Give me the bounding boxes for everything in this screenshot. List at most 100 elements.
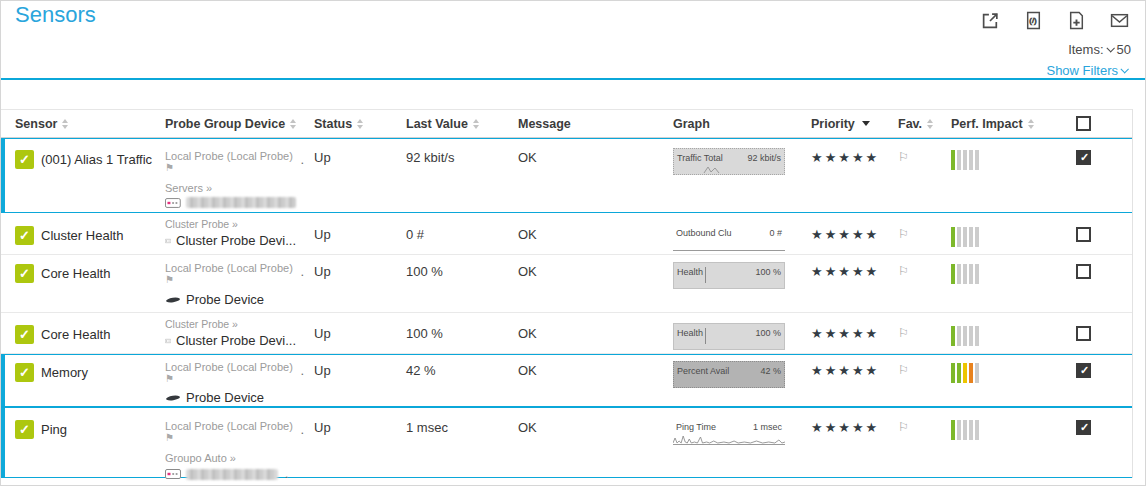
table-row[interactable]: ✓ (001) Alias 1 Traffic Local Probe (Loc… [1,138,1132,213]
mini-graph[interactable]: Health 100 % [673,323,785,350]
graph-label: Health [677,267,706,283]
graph-value: 92 kbit/s [747,153,781,163]
perf-impact-indicator [951,326,1076,346]
table-row[interactable]: ✓ Memory Local Probe (Local Probe) ⚑ Pro… [1,354,1132,407]
status-cell: Up [314,139,406,212]
header-toolbar: (/) [981,11,1129,30]
last-value-cell: 92 kbit/s [406,139,518,212]
column-header-last-value[interactable]: Last Value [406,117,518,131]
last-value-cell: 1 msec [406,408,518,481]
sparkline [673,433,785,444]
column-header-fav[interactable]: Fav. [898,117,951,131]
row-checkbox[interactable] [1076,227,1091,242]
device-link[interactable] [165,197,296,208]
message-cell: OK [518,313,673,353]
probe-name-link[interactable]: Local Probe (Local Probe) [165,150,296,162]
sensor-name-link[interactable]: Core Health [41,325,110,344]
probe-name-link[interactable]: Local Probe (Local Probe) [165,262,296,274]
column-header-priority[interactable]: Priority [811,117,898,131]
probe-group-device-cell: Local Probe (Local Probe) ⚑ Probe Device… [165,355,314,406]
favorite-flag-icon[interactable]: ⚐ [898,313,951,353]
svg-text:(/): (/) [1029,16,1037,25]
probe-dot: . [300,422,304,437]
favorite-flag-icon[interactable]: ⚐ [898,408,951,481]
priority-stars[interactable]: ★★★★★ [811,139,898,212]
sensor-name-link[interactable]: Cluster Health [41,226,123,245]
group-name-link[interactable]: Servers » [165,182,296,194]
graph-label: Traffic Total [677,153,723,163]
message-cell: OK [518,139,673,212]
column-header-probe-group-device[interactable]: Probe Group Device [165,117,314,131]
open-in-new-window-icon[interactable] [981,11,1000,30]
sparkline [674,163,784,174]
perf-impact-indicator [951,150,1076,170]
device-link[interactable]: Probe Device [165,292,296,307]
row-checkbox[interactable] [1076,326,1091,341]
show-filters-link[interactable]: Show Filters [1046,63,1131,78]
device-link[interactable]: . [165,467,296,481]
graph-cell: Outbound Clu 0 # [673,213,811,254]
favorite-flag-icon[interactable]: ⚐ [898,213,951,254]
table-row[interactable]: ✓ Core Health Local Probe (Local Probe) … [1,255,1132,313]
sensor-name-link[interactable]: Memory [41,363,88,382]
probe-name-link[interactable]: Local Probe (Local Probe) [165,361,296,373]
table-row[interactable]: ✓ Ping Local Probe (Local Probe) ⚑ Group… [1,407,1132,478]
status-up-icon: ✓ [15,150,34,169]
favorite-flag-icon[interactable]: ⚐ [898,139,951,212]
graph-value: 42 % [760,366,781,376]
graph-cell: Ping Time 1 msec [673,408,811,481]
mini-graph[interactable]: Health 100 % [673,262,785,289]
probe-device-icon [165,394,181,402]
items-per-page-dropdown[interactable]: Items:50 [1068,42,1131,57]
table-row[interactable]: ✓ Cluster Health Cluster Probe » Cluster… [1,213,1132,255]
probe-flag-icon: ⚑ [165,162,296,173]
priority-stars[interactable]: ★★★★★ [811,355,898,406]
priority-stars[interactable]: ★★★★★ [811,408,898,481]
status-up-icon: ✓ [15,420,34,439]
favorite-flag-icon[interactable]: ⚐ [898,255,951,312]
sort-icon [1028,119,1034,129]
sensor-name-link[interactable]: Ping [41,420,67,439]
probe-group-device-cell: Cluster Probe » Cluster Probe Devi... [165,313,314,353]
device-link[interactable]: Cluster Probe Devi... [165,233,296,248]
select-all-checkbox[interactable] [1076,116,1091,131]
group-name-link[interactable]: Groupo Auto » [165,452,296,464]
sensor-name-link[interactable]: Core Health [41,264,110,283]
chevron-down-icon [1106,44,1114,52]
priority-stars[interactable]: ★★★★★ [811,313,898,353]
group-name-link[interactable]: Cluster Probe » [165,218,296,230]
row-checkbox[interactable] [1076,363,1091,378]
items-label: Items: [1068,42,1103,57]
mini-graph[interactable]: Traffic Total 92 kbit/s [673,148,785,175]
status-cell: Up [314,408,406,481]
device-link[interactable]: Probe Device [165,390,296,405]
device-icon [165,236,171,246]
mini-graph[interactable]: Percent Avail 42 % [673,361,785,388]
mini-graph[interactable]: Ping Time 1 msec [673,418,785,445]
sensor-name-link[interactable]: (001) Alias 1 Traffic [41,150,152,169]
mini-graph[interactable]: Outbound Clu 0 # [673,224,785,251]
column-header-perf-impact[interactable]: Perf. Impact [951,117,1076,131]
column-header-sensor[interactable]: Sensor [15,117,165,131]
row-checkbox[interactable] [1076,420,1091,435]
column-header-status[interactable]: Status [314,117,406,131]
probe-group-device-cell: Cluster Probe » Cluster Probe Devi... [165,213,314,254]
device-dot: . [285,467,288,481]
priority-stars[interactable]: ★★★★★ [811,213,898,254]
row-checkbox[interactable] [1076,150,1091,165]
table-row[interactable]: ✓ Core Health Cluster Probe » Cluster Pr… [1,313,1132,354]
favorite-flag-icon[interactable]: ⚐ [898,355,951,406]
row-checkbox[interactable] [1076,264,1091,279]
email-icon[interactable] [1110,11,1129,30]
group-name-link[interactable]: Cluster Probe » [165,318,296,330]
sensor-cell: ✓ Cluster Health [15,213,165,254]
sensor-cell: ✓ Core Health [15,313,165,353]
device-link[interactable]: Cluster Probe Devi... [165,333,296,348]
xml-export-icon[interactable]: (/) [1024,11,1043,30]
probe-name-link[interactable]: Local Probe (Local Probe) [165,420,296,432]
probe-device-icon [165,296,181,304]
priority-stars[interactable]: ★★★★★ [811,255,898,312]
probe-flag-icon: ⚑ [165,432,296,443]
device-name: Probe Device [186,390,264,405]
add-report-icon[interactable] [1067,11,1086,30]
